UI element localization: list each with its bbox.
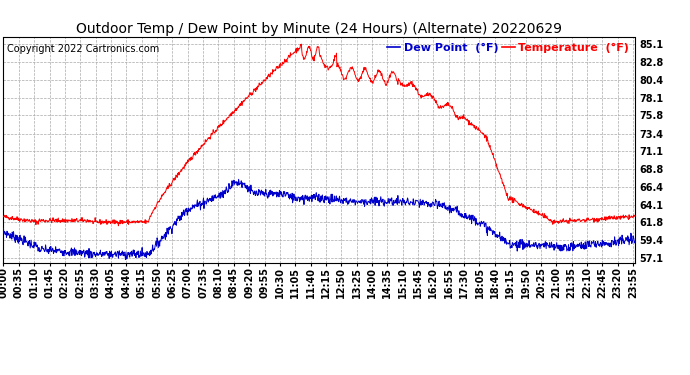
Title: Outdoor Temp / Dew Point by Minute (24 Hours) (Alternate) 20220629: Outdoor Temp / Dew Point by Minute (24 H…: [76, 22, 562, 36]
Text: Copyright 2022 Cartronics.com: Copyright 2022 Cartronics.com: [7, 44, 159, 54]
Legend: Dew Point  (°F), Temperature  (°F): Dew Point (°F), Temperature (°F): [387, 43, 629, 53]
